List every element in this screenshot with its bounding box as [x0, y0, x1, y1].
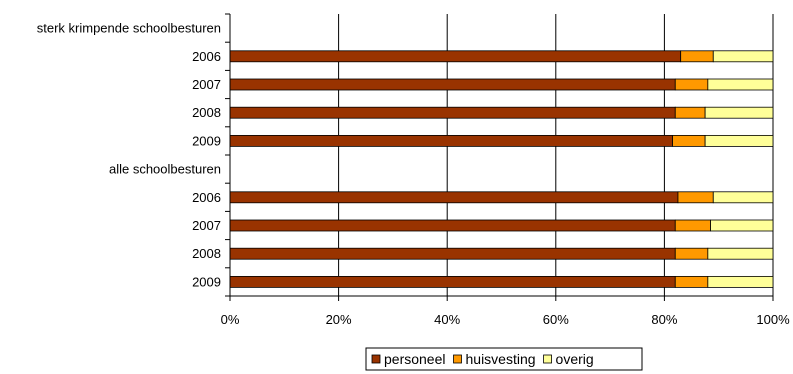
- category-label: 2008: [192, 246, 221, 261]
- bar-segment-huisvesting: [674, 106, 706, 119]
- legend-swatch-overig: [543, 354, 552, 364]
- bar-segment-huisvesting: [674, 219, 711, 232]
- legend-swatch-huisvesting: [453, 354, 462, 364]
- category-label: 2007: [192, 77, 221, 92]
- legend-label-overig: overig: [556, 351, 594, 367]
- legend-label-personeel: personeel: [384, 351, 446, 367]
- bar-segment-personeel: [229, 106, 676, 119]
- legend: personeel huisvesting overig: [365, 347, 643, 371]
- bar-segment-overig: [712, 191, 774, 204]
- category-label: 2009: [192, 133, 221, 148]
- bar-segment-huisvesting: [674, 275, 709, 288]
- group-header-label: alle schoolbesturen: [109, 162, 221, 177]
- legend-label-huisvesting: huisvesting: [466, 351, 536, 367]
- bar-segment-overig: [704, 134, 774, 147]
- bar-segment-personeel: [229, 50, 682, 63]
- bar-segment-personeel: [229, 219, 676, 232]
- category-labels: sterk krimpende schoolbesturen 2006 2007 20…: [37, 21, 221, 290]
- x-tick-label: 80%: [651, 312, 677, 327]
- bar-segment-personeel: [229, 275, 676, 288]
- bar-segment-overig: [712, 50, 774, 63]
- category-label: 2009: [192, 274, 221, 289]
- x-tick-label: 100%: [756, 312, 790, 327]
- category-label: 2008: [192, 105, 221, 120]
- bar-segment-personeel: [229, 247, 676, 260]
- bar-segment-personeel: [229, 191, 679, 204]
- x-tick-label: 20%: [326, 312, 352, 327]
- bar-segment-huisvesting: [680, 50, 714, 63]
- x-tick-label: 0%: [221, 312, 240, 327]
- group-header-label: sterk krimpende schoolbesturen: [37, 21, 221, 36]
- legend-box: [365, 347, 643, 371]
- bar-segment-overig: [704, 106, 774, 119]
- bar-segment-huisvesting: [674, 78, 709, 91]
- bar-segment-huisvesting: [674, 247, 709, 260]
- x-axis: 0% 20% 40% 60% 80% 100%: [221, 13, 790, 327]
- bar-segment-huisvesting: [672, 134, 706, 147]
- bar-segment-huisvesting: [677, 191, 714, 204]
- bars: [229, 50, 774, 288]
- bar-segment-overig: [707, 247, 774, 260]
- bar-segment-overig: [707, 275, 774, 288]
- category-label: 2006: [192, 190, 221, 205]
- bar-segment-personeel: [229, 134, 673, 147]
- bar-segment-overig: [710, 219, 774, 232]
- category-label: 2007: [192, 218, 221, 233]
- bar-segment-personeel: [229, 78, 676, 91]
- category-label: 2006: [192, 49, 221, 64]
- bar-segment-overig: [707, 78, 774, 91]
- x-tick-label: 40%: [434, 312, 460, 327]
- x-tick-label: 60%: [543, 312, 569, 327]
- legend-swatch-personeel: [371, 354, 381, 364]
